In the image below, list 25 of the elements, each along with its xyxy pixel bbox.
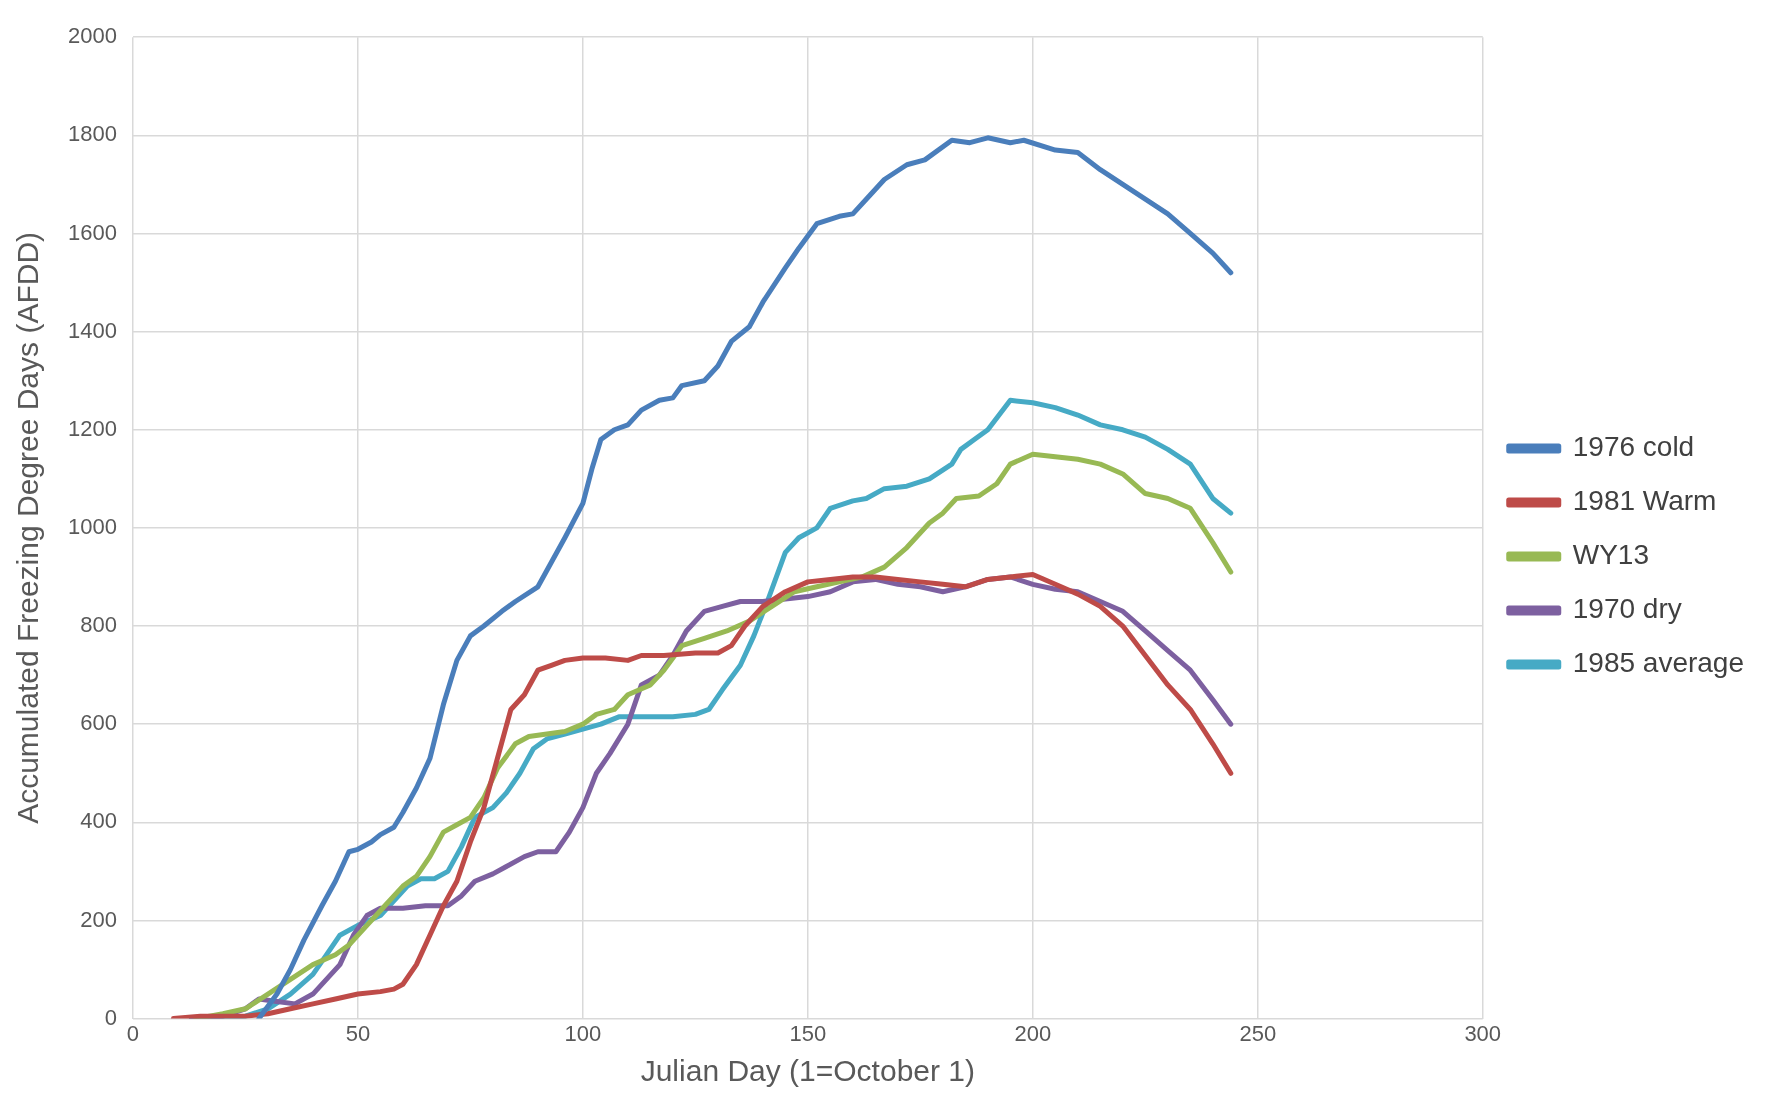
y-tick-label: 0 (104, 1004, 117, 1030)
x-tick-label: 0 (126, 1020, 140, 1046)
x-tick-label: 250 (1239, 1020, 1277, 1046)
legend-label: WY13 (1572, 539, 1649, 571)
y-tick-label: 800 (80, 612, 117, 638)
x-tick-label: 150 (789, 1020, 827, 1046)
x-tick-label: 300 (1464, 1020, 1502, 1046)
x-tick-label: 200 (1014, 1020, 1052, 1046)
legend-label: 1981 Warm (1572, 485, 1717, 517)
y-tick-label: 1200 (67, 415, 117, 441)
y-tick-label: 600 (80, 710, 117, 736)
y-tick-label: 400 (80, 808, 117, 834)
y-tick-label: 1600 (67, 219, 117, 245)
x-axis-title: Julian Day (1=October 1) (640, 1054, 976, 1088)
x-tick-label: 50 (345, 1020, 371, 1046)
y-tick-label: 2000 (67, 23, 117, 49)
legend-label: 1970 dry (1572, 593, 1682, 625)
y-axis-title: Accumulated Freezing Degree Days (AFDD) (11, 231, 45, 824)
y-tick-label: 1000 (67, 513, 117, 539)
legend-label: 1985 average (1572, 647, 1745, 679)
y-tick-label: 200 (80, 906, 117, 932)
y-tick-label: 1800 (67, 121, 117, 147)
legend-label: 1976 cold (1572, 431, 1695, 463)
x-tick-label: 100 (564, 1020, 602, 1046)
y-tick-label: 1400 (67, 317, 117, 343)
